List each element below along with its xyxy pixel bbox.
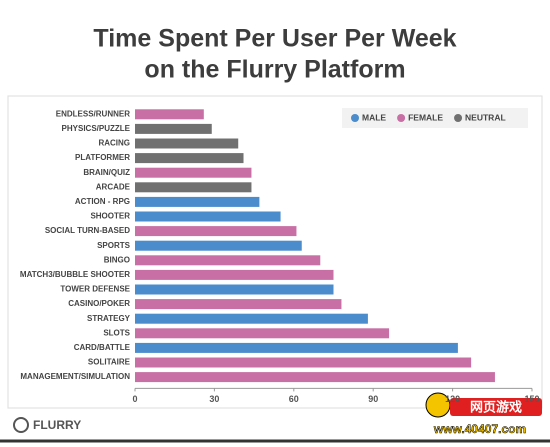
- y-tick-label: PLATFORMER: [75, 153, 130, 162]
- bar: [135, 313, 368, 324]
- bar: [135, 226, 297, 237]
- bar: [135, 299, 342, 310]
- logo-icon: [13, 417, 29, 433]
- plot-frame: [7, 95, 543, 409]
- x-tick-label: 60: [289, 394, 299, 404]
- bar: [135, 138, 239, 149]
- y-tick-label: PHYSICS/PUZZLE: [62, 124, 131, 133]
- bar: [135, 123, 212, 134]
- bar: [135, 357, 472, 368]
- bar: [135, 240, 302, 251]
- legend-marker: [351, 114, 359, 122]
- x-tick-label: 30: [209, 394, 219, 404]
- watermark-text: 网页游戏: [470, 399, 522, 414]
- y-tick-label: SPORTS: [97, 241, 131, 250]
- y-tick-label: SOCIAL TURN-BASED: [45, 226, 130, 235]
- legend-label: MALE: [362, 112, 386, 122]
- y-tick-label: BRAIN/QUIZ: [83, 168, 130, 177]
- bar: [135, 196, 260, 207]
- y-tick-label: CASINO/POKER: [68, 299, 130, 308]
- footer-logo: FLURRY: [33, 418, 81, 432]
- y-tick-label: SLOTS: [103, 328, 130, 337]
- x-tick-label: 0: [132, 394, 137, 404]
- y-tick-label: ENDLESS/RUNNER: [56, 109, 130, 118]
- watermark-badge: [450, 398, 542, 416]
- bar: [135, 342, 458, 353]
- bar: [135, 153, 244, 164]
- y-tick-label: MANAGEMENT/SIMULATION: [20, 372, 130, 381]
- bar: [135, 328, 390, 339]
- bar: [135, 284, 334, 295]
- y-tick-label: STRATEGY: [87, 314, 131, 323]
- chart-title: Time Spent Per User Per Week: [93, 25, 456, 53]
- watermark-url: www.40407.com: [433, 422, 526, 436]
- legend-label: FEMALE: [408, 112, 443, 122]
- bar: [135, 255, 321, 266]
- y-tick-label: TOWER DEFENSE: [60, 285, 130, 294]
- legend-label: NEUTRAL: [465, 112, 506, 122]
- y-tick-label: RACING: [98, 139, 130, 148]
- x-tick-label: 90: [368, 394, 378, 404]
- y-tick-label: MATCH3/BUBBLE SHOOTER: [20, 270, 130, 279]
- bar: [135, 182, 252, 193]
- legend-marker: [454, 114, 463, 122]
- bar: [135, 211, 281, 222]
- y-tick-label: ARCADE: [96, 182, 131, 191]
- y-tick-label: CARD/BATTLE: [74, 343, 131, 352]
- x-tick-label: 150: [524, 394, 539, 404]
- bar: [135, 167, 252, 178]
- bar: [135, 269, 334, 280]
- legend-box: [342, 108, 528, 128]
- x-tick-label: 120: [445, 394, 460, 404]
- chart-title: on the Flurry Platform: [144, 56, 405, 84]
- legend-marker: [397, 114, 406, 122]
- y-tick-label: SOLITAIRE: [88, 358, 131, 367]
- y-tick-label: ACTION - RPG: [75, 197, 130, 206]
- y-tick-label: BINGO: [104, 255, 130, 264]
- bar: [135, 109, 204, 120]
- y-tick-label: SHOOTER: [90, 212, 130, 221]
- bar: [135, 372, 495, 383]
